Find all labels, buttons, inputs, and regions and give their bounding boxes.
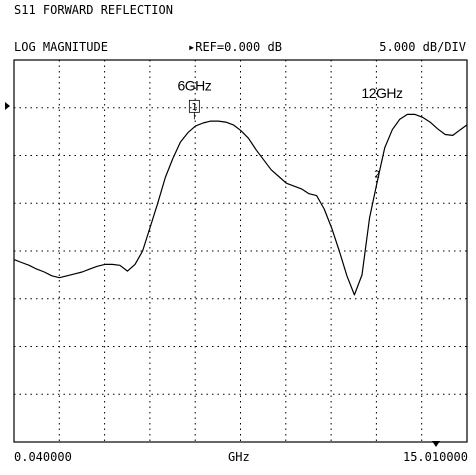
plot-frame [13, 59, 468, 443]
x-axis-label: GHz [228, 450, 250, 464]
frequency-annotation: 12GHz [361, 85, 403, 101]
ref-arrow-icon: ▸ [188, 40, 196, 54]
marker-label: 1 [191, 102, 197, 113]
trace-group [13, 113, 468, 296]
marker-group: 1 2 6GHz 12GHz [177, 78, 403, 181]
marker-label: 2 [374, 169, 380, 180]
reference-readout: ▸REF=0.000 dB [188, 40, 282, 54]
grid [14, 60, 467, 442]
trace-line [13, 113, 468, 296]
scale-label: 5.000 dB/DIV [379, 40, 466, 54]
reference-pointer-icon [5, 102, 10, 110]
ref-label: REF=0.000 dB [195, 40, 282, 54]
x-start-label: 0.040000 [14, 450, 72, 464]
format-label: LOG MAGNITUDE [14, 40, 108, 54]
x-stop-label: 15.010000 [402, 450, 468, 464]
frequency-annotation: 6GHz [177, 78, 211, 94]
chart-title: S11 FORWARD REFLECTION [14, 3, 173, 17]
